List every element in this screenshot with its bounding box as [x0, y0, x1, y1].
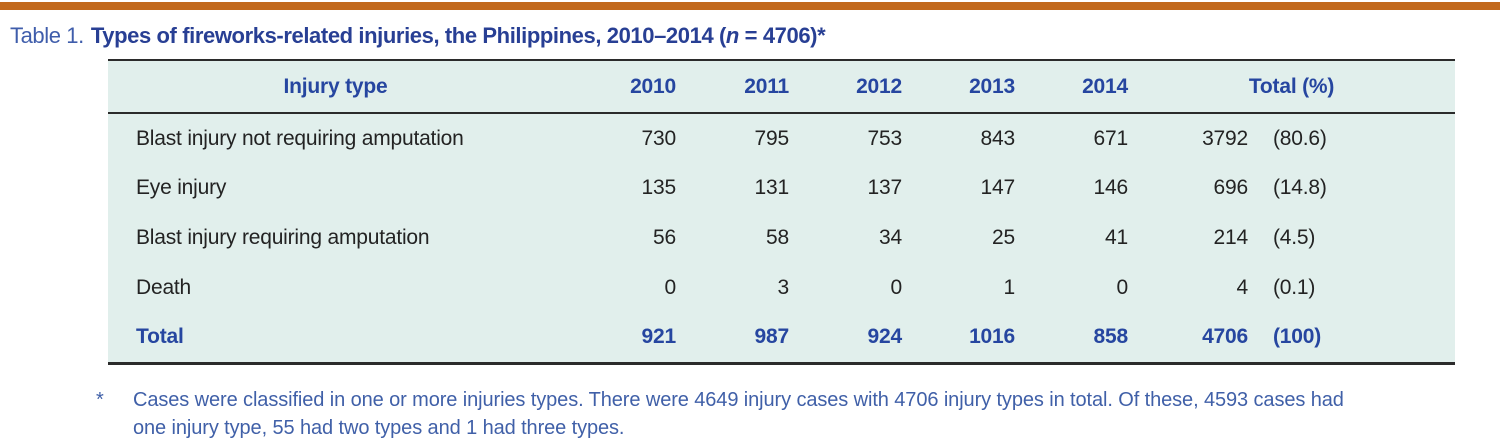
cell-2012: 753 [867, 126, 903, 150]
cell-total: 3792 [1202, 126, 1248, 150]
cell-percent: (0.1) [1273, 276, 1316, 299]
cell-2010: 56 [653, 226, 676, 249]
footnote-text: Cases were classified in one or more inj… [133, 386, 1344, 442]
cell-total: 4 [1236, 276, 1249, 299]
cell-2012: 34 [879, 226, 902, 249]
table-total-row: Total 921 987 924 1016 858 4706 (100) [108, 313, 1455, 363]
cell-2013: 1016 [969, 325, 1015, 349]
header-year-2014: 2014 [1082, 74, 1128, 98]
row-label: Blast injury not requiring amputation [136, 126, 464, 150]
footnote-line-1: Cases were classified in one or more inj… [133, 389, 1344, 411]
table-row: Death 0 3 0 1 0 4 (0.1) [108, 263, 1455, 313]
top-accent-bar [0, 2, 1500, 10]
cell-percent: (4.5) [1273, 226, 1316, 249]
cell-2012: 137 [867, 176, 903, 199]
cell-2012: 924 [867, 325, 903, 349]
cell-2013: 25 [992, 226, 1015, 249]
cell-percent: (14.8) [1273, 176, 1327, 199]
header-total-pct: Total (%) [1248, 74, 1335, 98]
cell-percent: (100) [1273, 325, 1322, 349]
row-label: Eye injury [136, 176, 227, 199]
cell-2011: 795 [754, 126, 790, 150]
table-caption: Table 1. Types of fireworks-related injur… [10, 21, 826, 51]
header-year-2012: 2012 [856, 74, 902, 98]
header-injury-type: Injury type [283, 74, 388, 98]
table-header-row: Injury type 2010 2011 2012 2013 2014 Tot… [108, 60, 1455, 113]
cell-2014: 0 [1116, 276, 1129, 299]
row-label: Blast injury requiring amputation [136, 226, 430, 249]
cell-total: 696 [1213, 176, 1249, 199]
cell-2014: 146 [1093, 176, 1129, 199]
cell-2014: 858 [1093, 325, 1129, 349]
injuries-table: Injury type 2010 2011 2012 2013 2014 Tot… [108, 59, 1455, 365]
cell-2011: 131 [754, 176, 790, 199]
cell-2011: 987 [754, 325, 790, 349]
cell-2010: 730 [641, 126, 677, 150]
footnote: * Cases were classified in one or more i… [96, 386, 1344, 442]
cell-2013: 1 [1003, 276, 1016, 299]
cell-2014: 671 [1093, 126, 1129, 150]
table-title-n-value: = 4706)* [738, 23, 826, 48]
cell-total: 4706 [1202, 325, 1248, 349]
table-title-text: Types of fireworks-related injuries, the… [90, 23, 726, 48]
row-label: Death [136, 276, 192, 299]
cell-2010: 135 [641, 176, 677, 199]
cell-2011: 58 [766, 226, 789, 249]
header-year-2013: 2013 [969, 74, 1015, 98]
header-year-2011: 2011 [744, 74, 789, 98]
table-row: Blast injury requiring amputation 56 58 … [108, 213, 1455, 263]
cell-2010: 921 [641, 325, 677, 349]
table-row: Blast injury not requiring amputation 73… [108, 113, 1455, 163]
cell-2011: 3 [777, 276, 790, 299]
row-label: Total [136, 325, 184, 349]
cell-percent: (80.6) [1273, 126, 1327, 150]
cell-2013: 147 [980, 176, 1016, 199]
table-title-n-symbol: n [725, 23, 739, 48]
cell-2012: 0 [890, 276, 903, 299]
cell-2013: 843 [980, 126, 1016, 150]
footnote-asterisk: * [96, 389, 104, 411]
footnote-line-2: one injury type, 55 had two types and 1 … [133, 417, 625, 439]
cell-total: 214 [1213, 226, 1249, 249]
cell-2010: 0 [664, 276, 677, 299]
cell-2014: 41 [1105, 226, 1128, 249]
table-number-label: Table 1. [10, 23, 84, 48]
header-year-2010: 2010 [630, 74, 676, 98]
table-row: Eye injury 135 131 137 147 146 696 (14.8… [108, 163, 1455, 213]
